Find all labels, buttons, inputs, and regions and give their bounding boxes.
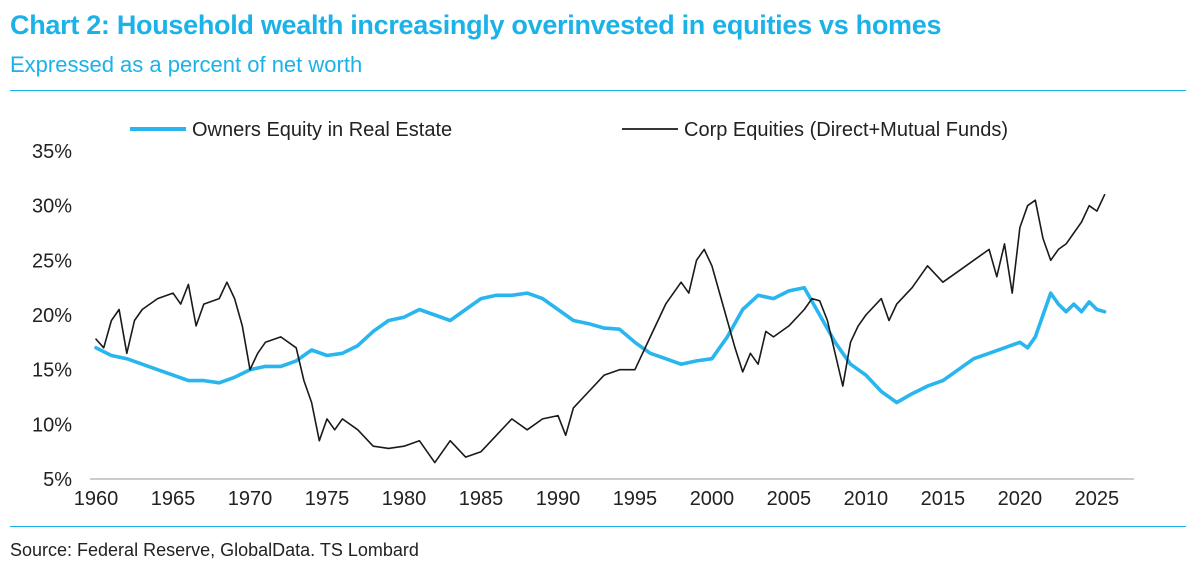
y-tick-label: 25% xyxy=(32,250,72,272)
line-chart: Owners Equity in Real Estate Corp Equiti… xyxy=(32,119,1134,510)
y-tick-label: 35% xyxy=(32,141,72,163)
x-tick-label: 2010 xyxy=(844,488,889,510)
x-tick-label: 1990 xyxy=(536,488,581,510)
bottom-divider xyxy=(10,526,1186,527)
y-tick-label: 30% xyxy=(32,196,72,218)
top-divider xyxy=(10,90,1186,91)
chart-title: Chart 2: Household wealth increasingly o… xyxy=(10,10,942,40)
legend-label-corp-equities: Corp Equities (Direct+Mutual Funds) xyxy=(684,119,1008,141)
x-tick-label: 1970 xyxy=(228,488,273,510)
y-tick-label: 5% xyxy=(43,469,72,491)
series-layer xyxy=(94,193,1107,464)
legend-label-real-estate: Owners Equity in Real Estate xyxy=(192,119,452,141)
chart-subtitle: Expressed as a percent of net worth xyxy=(10,52,363,77)
x-tick-label: 2020 xyxy=(998,488,1043,510)
x-axis: 1960 1965 1970 1975 1980 1985 1990 1995 2000 2005… xyxy=(74,478,1134,510)
x-tick-label: 1985 xyxy=(459,488,504,510)
series-real-estate-line xyxy=(94,285,1107,405)
y-tick-label: 10% xyxy=(32,414,72,436)
y-tick-label: 15% xyxy=(32,360,72,382)
x-tick-label: 2000 xyxy=(690,488,735,510)
x-tick-label: 1960 xyxy=(74,488,119,510)
x-tick-label: 1980 xyxy=(382,488,427,510)
legend: Owners Equity in Real Estate Corp Equiti… xyxy=(130,119,1008,141)
series-corp-equities-line xyxy=(95,193,1106,464)
y-tick-label: 20% xyxy=(32,305,72,327)
x-tick-label: 1965 xyxy=(151,488,196,510)
x-tick-label: 2005 xyxy=(767,488,812,510)
source-note: Source: Federal Reserve, GlobalData. TS … xyxy=(10,540,419,560)
x-tick-label: 2025 xyxy=(1075,488,1120,510)
x-tick-label: 2015 xyxy=(921,488,966,510)
y-axis: 5% 10% 15% 20% 25% 30% 35% xyxy=(32,141,72,491)
x-tick-label: 1975 xyxy=(305,488,350,510)
x-tick-label: 1995 xyxy=(613,488,658,510)
